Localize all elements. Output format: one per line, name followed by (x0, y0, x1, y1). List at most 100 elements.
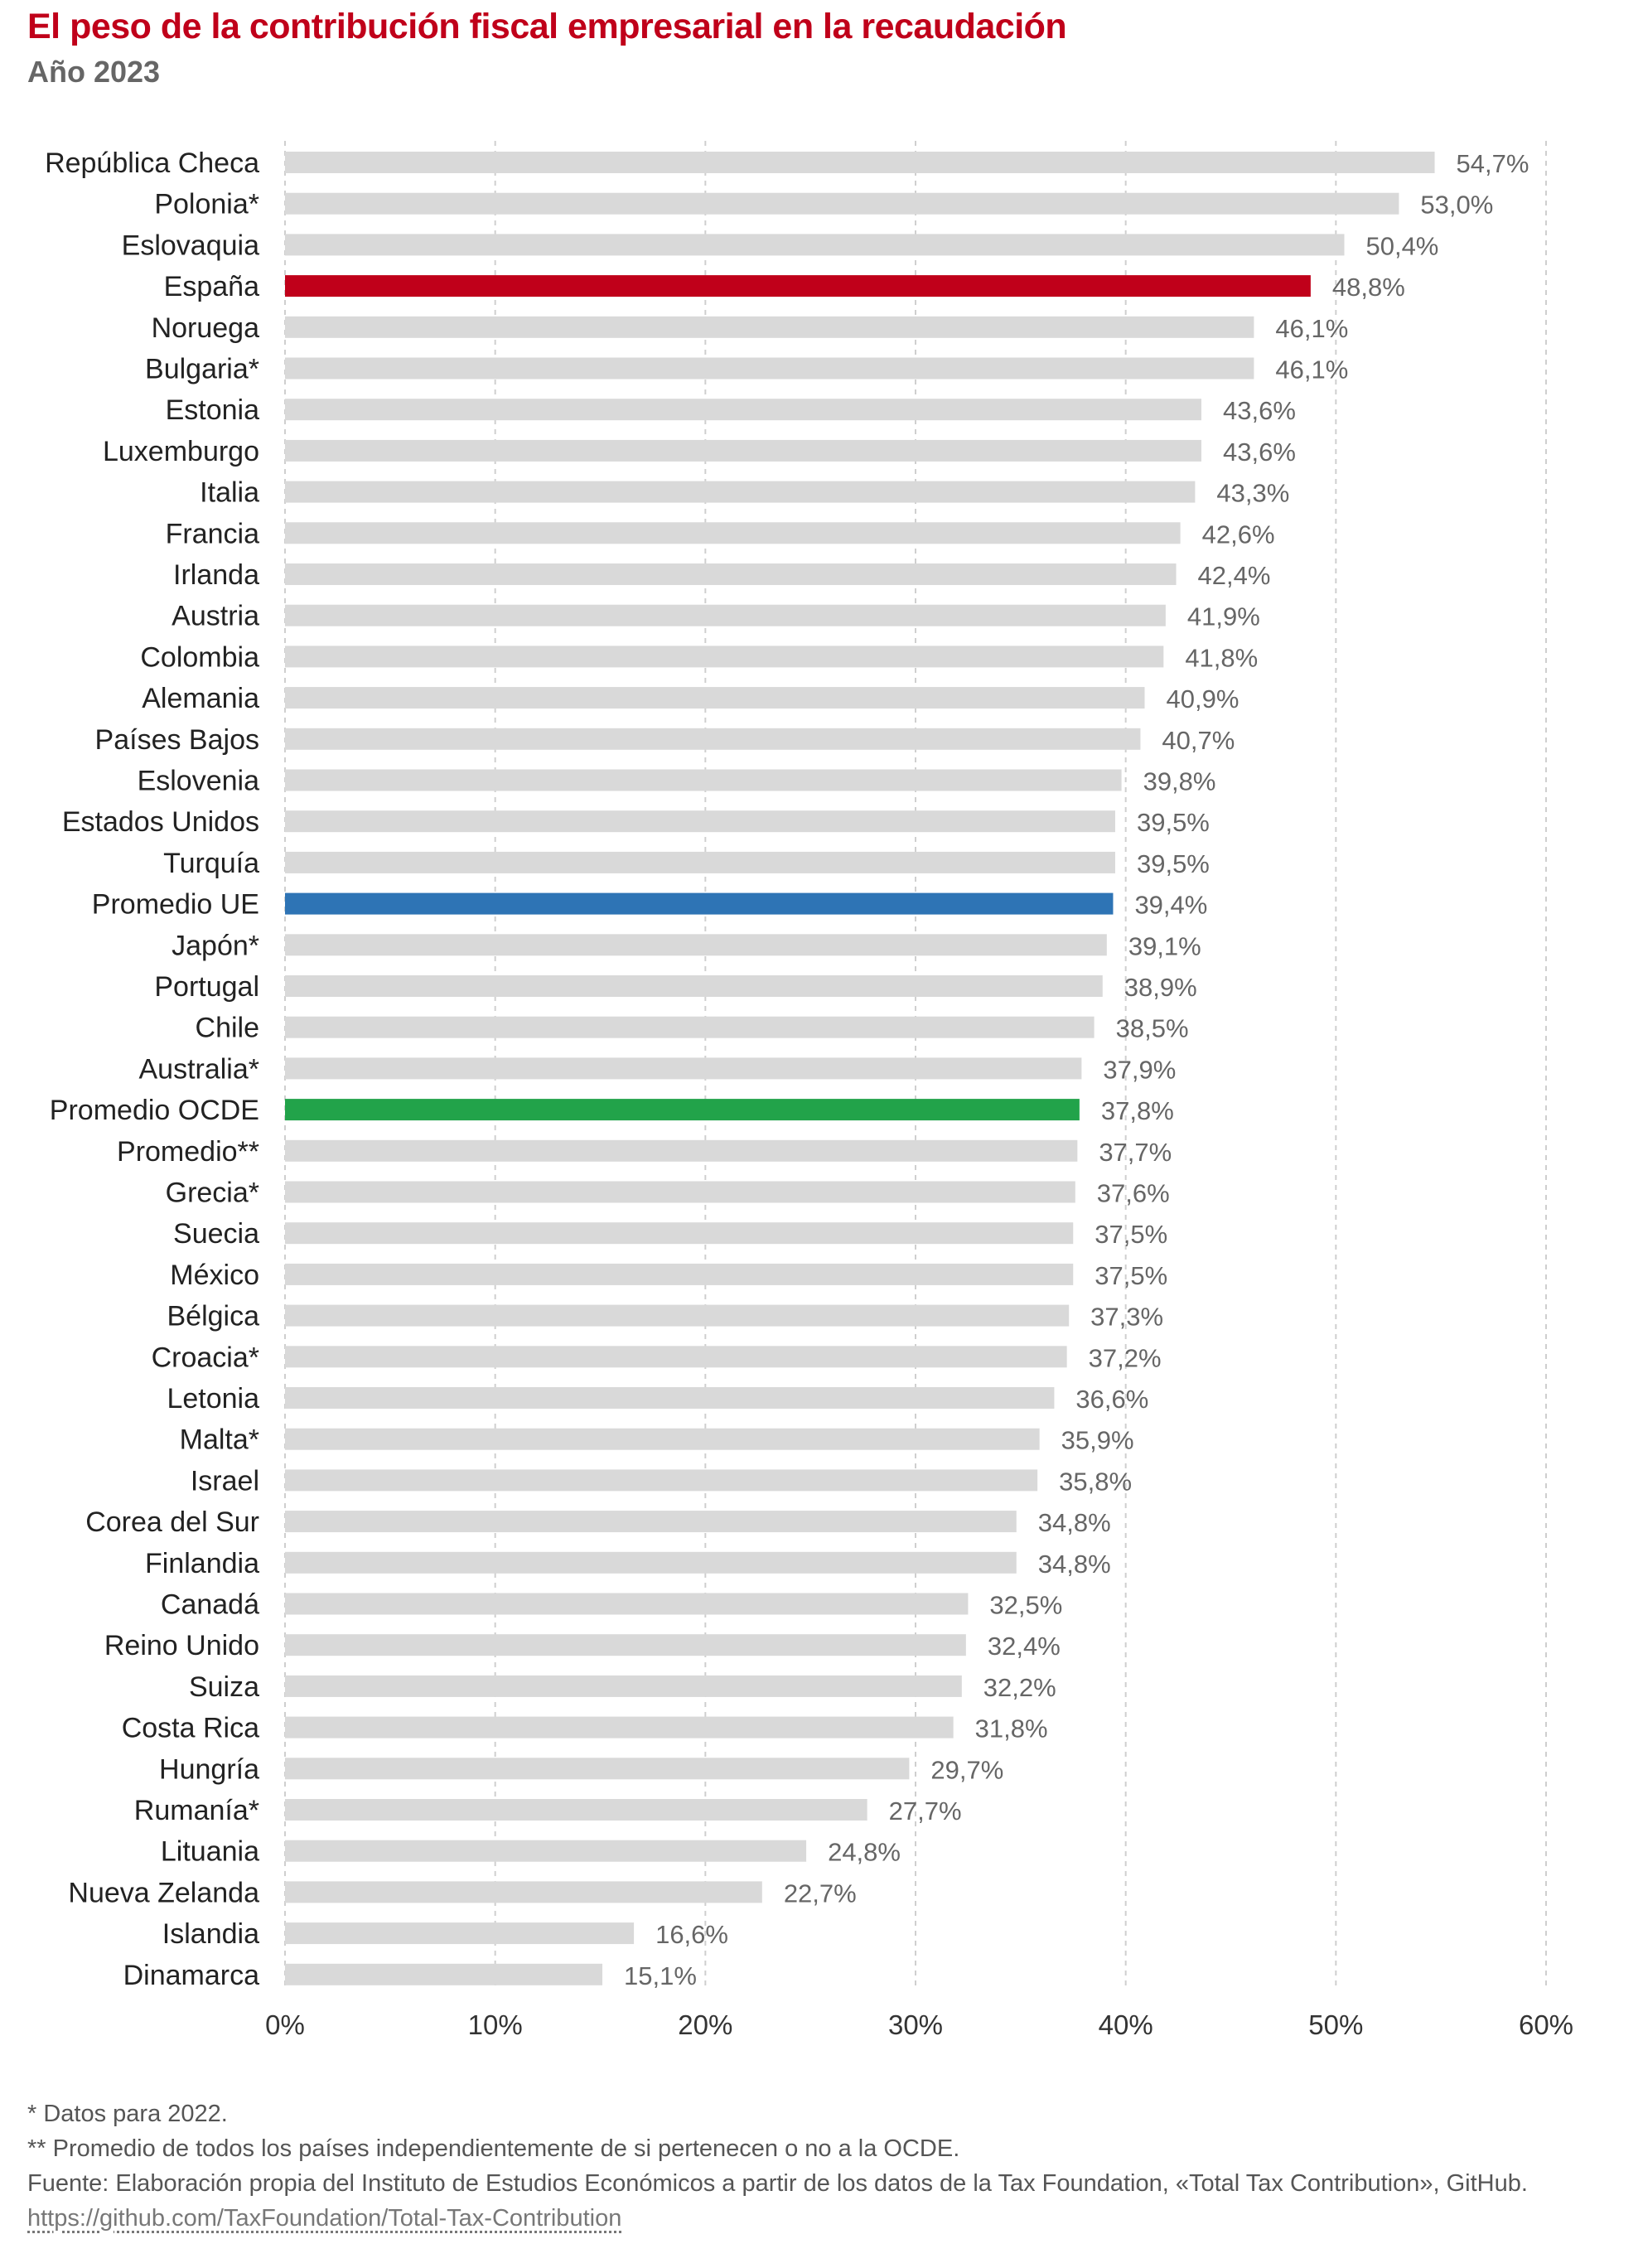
source-link[interactable]: https://github.com/TaxFoundation/Total-T… (27, 2205, 622, 2232)
bar (285, 1222, 1074, 1245)
bar (285, 1716, 954, 1738)
category-label: Turquía (163, 848, 259, 879)
category-label: Israel (191, 1465, 259, 1497)
bar (285, 934, 1107, 956)
bar (285, 522, 1181, 544)
value-label: 37,2% (1089, 1343, 1162, 1372)
category-label: Rumanía* (134, 1795, 259, 1826)
bar (285, 1799, 867, 1821)
category-label: Eslovenia (138, 766, 260, 797)
value-label: 35,9% (1061, 1426, 1134, 1455)
category-label: Islandia (162, 1918, 259, 1950)
category-label: Hungría (159, 1753, 259, 1785)
value-label: 46,1% (1275, 355, 1348, 384)
x-tick-label: 60% (1519, 2009, 1573, 2040)
value-label: 39,5% (1137, 808, 1210, 837)
bar (285, 769, 1122, 791)
bar (285, 1304, 1070, 1327)
value-label: 48,8% (1332, 273, 1405, 302)
category-label: República Checa (45, 147, 259, 179)
x-tick-label: 30% (888, 2009, 943, 2040)
category-labels: República Checa Polonia* Eslovaquia España N… (45, 147, 259, 1991)
category-label: Portugal (154, 971, 259, 1003)
value-label: 40,9% (1166, 684, 1239, 713)
value-label: 43,6% (1223, 396, 1296, 425)
category-label: Bélgica (167, 1301, 259, 1332)
bar (285, 687, 1145, 709)
value-label: 32,4% (988, 1632, 1061, 1661)
bar (285, 851, 1115, 873)
category-label: Corea del Sur (85, 1506, 259, 1538)
value-label: 37,6% (1097, 1179, 1170, 1208)
category-label: Letonia (167, 1383, 259, 1414)
bar (285, 1511, 1017, 1533)
value-labels: 54,7% 53,0% 50,4% 48,8% 46,1% 46,1% 43,6% 43,6%… (624, 149, 1529, 1990)
chart-subtitle: Año 2023 (27, 55, 161, 89)
category-label: Grecia* (166, 1178, 259, 1209)
value-label: 42,4% (1198, 561, 1271, 590)
value-label: 39,4% (1134, 891, 1207, 920)
category-label: Colombia (140, 641, 259, 673)
bar (285, 357, 1254, 380)
bar (285, 1840, 807, 1862)
value-label: 37,5% (1095, 1220, 1167, 1249)
x-tick-label: 50% (1308, 2009, 1363, 2040)
category-label: Australia* (138, 1053, 259, 1085)
bar (285, 1469, 1038, 1492)
value-label: 42,6% (1202, 520, 1275, 549)
category-label: Chile (196, 1013, 259, 1044)
x-tick-label: 0% (265, 2009, 305, 2040)
bar (285, 1758, 910, 1780)
bars (285, 152, 1435, 1985)
category-label: Polonia* (154, 189, 259, 220)
value-label: 40,7% (1162, 726, 1235, 755)
category-label: Países Bajos (95, 724, 259, 756)
bar (285, 275, 1311, 297)
value-label: 34,8% (1038, 1508, 1111, 1537)
bar (285, 1675, 962, 1697)
value-label: 37,3% (1090, 1303, 1163, 1332)
value-label: 50,4% (1365, 231, 1438, 260)
source-note: Fuente: Elaboración propia del Instituto… (27, 2170, 1528, 2197)
category-label: Promedio OCDE (50, 1095, 259, 1126)
bar (285, 1263, 1074, 1285)
bar (285, 399, 1201, 421)
footnotes: * Datos para 2022. ** Promedio de todos … (27, 2096, 1626, 2236)
bar (285, 316, 1254, 338)
bar (285, 1057, 1082, 1080)
value-label: 22,7% (784, 1879, 857, 1908)
value-label: 37,9% (1103, 1055, 1176, 1084)
bar (285, 1139, 1078, 1162)
category-label: Dinamarca (123, 1960, 259, 1991)
bar (285, 234, 1345, 256)
bar (285, 1181, 1075, 1203)
category-label: España (164, 271, 259, 302)
value-label: 38,5% (1116, 1014, 1189, 1043)
value-label: 39,5% (1137, 849, 1210, 878)
category-label: Estonia (166, 394, 259, 426)
bar (285, 1346, 1067, 1368)
value-label: 35,8% (1059, 1467, 1132, 1496)
value-label: 31,8% (975, 1714, 1048, 1743)
category-label: Francia (166, 518, 259, 549)
category-label: Reino Unido (104, 1630, 259, 1661)
bar (285, 728, 1141, 750)
bar (285, 1922, 635, 1945)
bar (285, 646, 1164, 668)
bar (285, 563, 1177, 585)
bar (285, 1881, 762, 1903)
category-label: Promedio UE (92, 889, 259, 921)
value-label: 41,9% (1187, 602, 1260, 631)
value-label: 37,5% (1095, 1261, 1167, 1290)
value-label: 27,7% (889, 1797, 962, 1826)
footnote-2022: * Datos para 2022. (27, 2101, 228, 2127)
category-label: Suecia (173, 1218, 259, 1250)
value-label: 43,3% (1216, 479, 1289, 508)
bar (285, 1593, 969, 1615)
value-label: 32,2% (983, 1673, 1056, 1702)
value-label: 15,1% (624, 1961, 697, 1990)
bar-chart: República Checa Polonia* Eslovaquia España N… (45, 141, 1573, 2040)
value-label: 34,8% (1038, 1550, 1111, 1579)
value-label: 32,5% (989, 1591, 1062, 1620)
x-axis-ticks: 0% 10% 20% 30% 40% 50% 60% (265, 2009, 1573, 2040)
